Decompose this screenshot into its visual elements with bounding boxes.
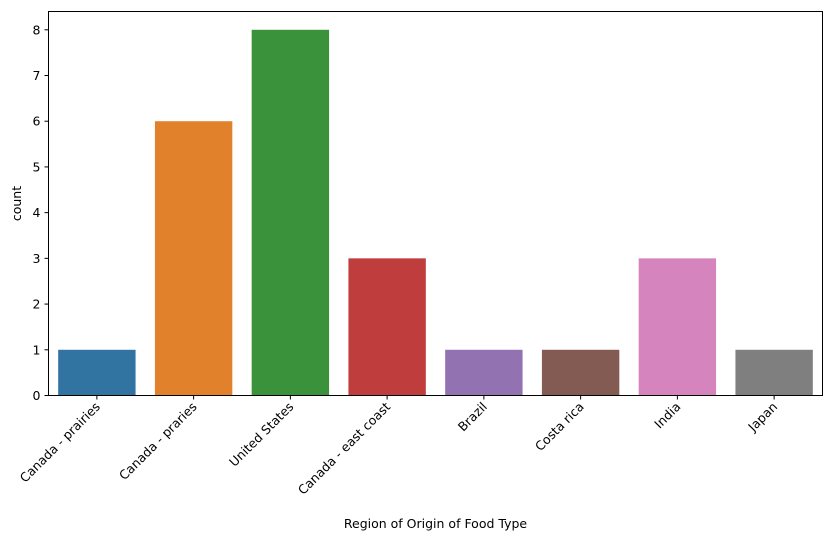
y-axis-title: count bbox=[9, 186, 24, 221]
x-tick-label: Japan bbox=[744, 399, 780, 435]
x-tick-label: Brazil bbox=[455, 399, 490, 434]
bar-canada-praries bbox=[154, 121, 233, 396]
bar-united-states bbox=[251, 29, 330, 396]
x-tick-label: Canada - praries bbox=[116, 399, 200, 483]
bar-canada-east-coast bbox=[348, 258, 426, 396]
y-axis: 0 1 2 3 4 5 6 7 8 bbox=[33, 22, 49, 403]
y-tick-label: 4 bbox=[33, 205, 41, 220]
y-tick-label: 5 bbox=[33, 159, 41, 174]
x-axis-title: Region of Origin of Food Type bbox=[344, 516, 528, 531]
bar-costa-rica bbox=[541, 349, 620, 396]
bars-group bbox=[58, 29, 813, 396]
x-tick-label: India bbox=[651, 399, 683, 431]
bar-brazil bbox=[445, 349, 523, 396]
y-tick-label: 7 bbox=[33, 68, 41, 83]
bar-india bbox=[638, 258, 717, 396]
x-tick-label: Canada - prairies bbox=[17, 399, 103, 485]
bar-japan bbox=[735, 349, 813, 396]
x-tick-label: United States bbox=[226, 399, 296, 469]
x-axis: Canada - prairies Canada - praries United … bbox=[17, 395, 780, 498]
x-tick-label: Costa rica bbox=[532, 399, 587, 454]
x-tick-label: Canada - east coast bbox=[295, 399, 394, 498]
y-tick-label: 2 bbox=[33, 297, 41, 312]
y-tick-label: 3 bbox=[33, 251, 41, 266]
y-tick-label: 1 bbox=[33, 342, 41, 357]
y-tick-label: 0 bbox=[33, 388, 41, 403]
y-tick-label: 6 bbox=[33, 114, 41, 129]
plot-frame bbox=[48, 11, 823, 396]
y-tick-label: 8 bbox=[33, 22, 41, 37]
bar-canada-prairies bbox=[58, 349, 136, 396]
